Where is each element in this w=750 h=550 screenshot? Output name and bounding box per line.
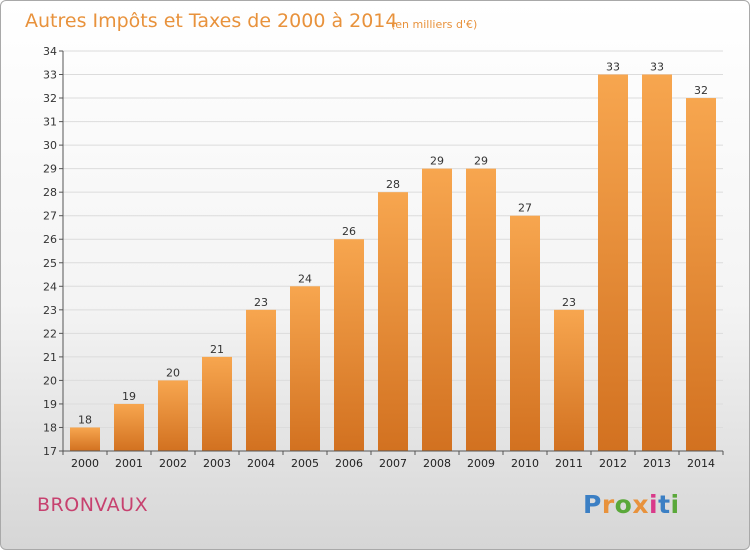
bar-2003 [202,356,232,451]
axes [62,51,723,452]
x-tick-label-2008: 2008 [423,457,451,470]
x-tick-label-2003: 2003 [203,457,231,470]
logo-letter: i [670,490,680,519]
data-label-2005: 24 [298,272,312,285]
y-tick-label: 29 [43,163,57,176]
data-label-2011: 23 [562,296,576,309]
x-tick-label-2007: 2007 [379,457,407,470]
y-tick-label: 22 [43,327,57,340]
x-tick-label-2009: 2009 [467,457,495,470]
x-tick-label-2014: 2014 [687,457,715,470]
bar-2001 [114,403,144,451]
x-tick-label-2010: 2010 [511,457,539,470]
y-tick-label: 21 [43,351,57,364]
x-tick-label-2006: 2006 [335,457,363,470]
x-tick-label-2002: 2002 [159,457,187,470]
data-label-2014: 32 [694,84,708,97]
y-tick-label: 30 [43,139,57,152]
bar-2004 [246,309,276,451]
data-label-2000: 18 [78,413,92,426]
logo-letter: i [649,490,659,519]
data-label-2004: 23 [254,296,268,309]
proxiti-logo: Proxiti [583,490,680,519]
bar-2012 [598,74,628,451]
y-tick-label: 26 [43,233,57,246]
y-tick-label: 17 [43,445,57,458]
x-tick-label-2011: 2011 [555,457,583,470]
x-tick-label-2000: 2000 [71,457,99,470]
bars [70,74,716,452]
x-tick-label-2001: 2001 [115,457,143,470]
data-label-2012: 33 [606,61,620,74]
data-label-2006: 26 [342,225,356,238]
bar-2014 [686,98,716,451]
y-tick-label: 25 [43,257,57,270]
logo-letter: t [658,490,671,519]
y-tick-label: 20 [43,374,57,387]
y-tick-label: 33 [43,69,57,82]
y-tick-label: 31 [43,116,57,129]
bar-2011 [554,309,584,451]
data-label-2002: 20 [166,366,180,379]
data-label-2010: 27 [518,202,532,215]
data-label-2003: 21 [210,343,224,356]
bar-2006 [334,239,364,451]
data-label-2007: 28 [386,178,400,191]
bar-2013 [642,74,672,451]
y-tick-label: 24 [43,280,57,293]
commune-name: BRONVAUX [37,494,149,516]
logo-letter: x [632,490,649,519]
bar-2010 [510,215,540,451]
data-label-2009: 29 [474,155,488,168]
y-tick-label: 18 [43,421,57,434]
logo-letter: o [614,490,633,519]
y-tick-label: 32 [43,92,57,105]
y-tick-label: 34 [43,45,57,58]
bar-2009 [466,168,496,451]
data-labels: 18 19 20 21 23 24 26 28 29 29 27 23 33 33 32 [78,61,708,427]
x-tick-label-2012: 2012 [599,457,627,470]
x-axis-ticks: 2000 2001 2002 2003 2004 2005 2006 2007 2008 2009… [62,451,724,470]
bar-2005 [290,286,320,451]
x-tick-label-2005: 2005 [291,457,319,470]
x-tick-label-2013: 2013 [643,457,671,470]
bar-2008 [422,168,452,451]
bar-2002 [158,380,188,451]
y-tick-label: 23 [43,304,57,317]
chart-title: Autres Impôts et Taxes de 2000 à 2014 [25,10,398,32]
y-tick-label: 27 [43,210,57,223]
logo-letter: P [583,490,602,519]
y-tick-label: 19 [43,398,57,411]
data-label-2013: 33 [650,61,664,74]
y-tick-label: 28 [43,186,57,199]
data-label-2001: 19 [122,390,136,403]
x-tick-label-2004: 2004 [247,457,275,470]
bar-2000 [70,427,100,451]
y-axis-ticks: 17 18 19 20 21 22 23 24 25 26 27 28 29 30 31 32 33 34 [43,45,63,458]
logo-letter: r [601,490,615,519]
data-label-2008: 29 [430,155,444,168]
chart-unit-label: (en milliers d'€) [391,18,477,31]
bar-2007 [378,192,408,452]
